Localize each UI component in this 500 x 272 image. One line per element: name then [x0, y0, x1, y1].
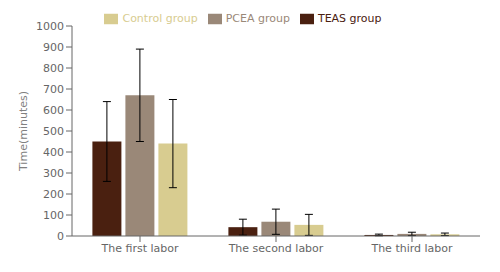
svg-text:900: 900: [43, 41, 64, 54]
svg-text:0: 0: [57, 230, 64, 243]
svg-text:200: 200: [43, 188, 64, 201]
svg-text:700: 700: [43, 83, 64, 96]
svg-text:300: 300: [43, 167, 64, 180]
svg-text:Time(minutes): Time(minutes): [17, 91, 30, 172]
svg-text:The second labor: The second labor: [228, 242, 324, 255]
svg-text:The third labor: The third labor: [370, 242, 453, 255]
svg-text:500: 500: [43, 125, 64, 138]
html-text:Control group: Control group: [122, 12, 198, 25]
svg-text:100: 100: [43, 209, 64, 222]
html-text:PCEA group: PCEA group: [225, 12, 290, 25]
svg-text:800: 800: [43, 62, 64, 75]
html-text:TEAS group: TEAS group: [317, 12, 382, 25]
svg-text:1000: 1000: [36, 20, 64, 33]
svg-text:600: 600: [43, 104, 64, 117]
svg-text:The first labor: The first labor: [101, 242, 179, 255]
svg-text:400: 400: [43, 146, 64, 159]
